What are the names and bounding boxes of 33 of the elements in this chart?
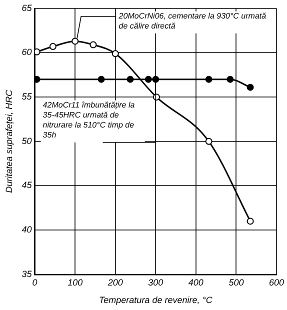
y-tick-label: 40 [22, 224, 32, 235]
x-tick-label: 600 [268, 277, 284, 288]
y-tick-label: 45 [22, 180, 33, 190]
point [205, 138, 212, 145]
point [49, 43, 56, 50]
y-tick-label: 50 [22, 136, 32, 146]
point [98, 76, 105, 83]
x-tick-label: 0 [32, 277, 38, 288]
point [90, 41, 97, 48]
x-axis-title: Temperatura de revenire, °C [98, 295, 213, 306]
point [144, 76, 152, 83]
x-tick-label: 200 [106, 277, 123, 288]
annotation: 20MoCrNi06, cementare la 930°C urmată de călire directă [118, 12, 267, 31]
annotation: 42MoCr11 îmbunătățire la 35-45HRC urmată de nitrurare la 510°C timp de 35h [42, 100, 136, 140]
x-tick-label: 100 [68, 277, 83, 288]
point [34, 76, 40, 83]
y-tick-label: 55 [22, 92, 33, 102]
point [34, 48, 40, 56]
y-axis-title: Duritatea suprafeței, HRC [4, 89, 14, 193]
point [246, 218, 254, 225]
point [72, 38, 79, 45]
y-tick-label: 60 [22, 47, 32, 58]
y-tick-label: 65 [22, 2, 33, 13]
point [152, 76, 160, 83]
x-tick-label: 500 [228, 277, 244, 288]
point [126, 76, 134, 83]
x-tick-label: 400 [188, 277, 204, 288]
y-tick-label: 35 [22, 268, 33, 279]
x-tick-label: 300 [148, 277, 164, 288]
point [112, 50, 119, 58]
point [246, 84, 254, 91]
point [226, 76, 234, 83]
point [205, 76, 212, 83]
